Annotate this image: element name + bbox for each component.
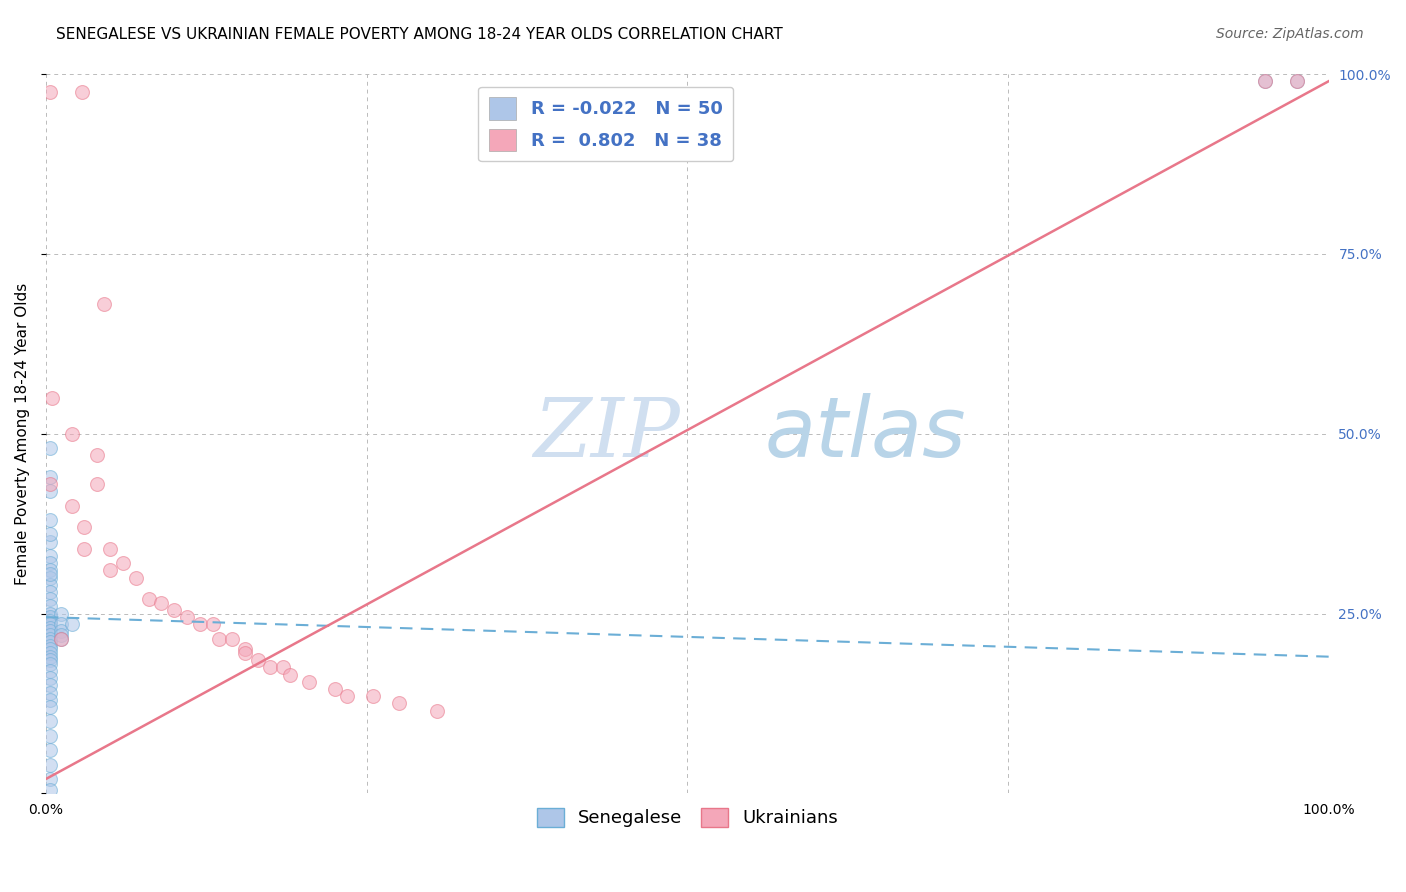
- Point: [60, 499, 83, 513]
- Point: [51, 624, 73, 639]
- Point: [93, 297, 115, 311]
- Point: [38, 632, 60, 646]
- Point: [188, 617, 211, 632]
- Point: [1285, 74, 1308, 88]
- Point: [38, 686, 60, 700]
- Point: [98, 563, 121, 577]
- Point: [73, 541, 96, 556]
- Point: [38, 628, 60, 642]
- Point: [336, 690, 359, 704]
- Point: [38, 678, 60, 692]
- Point: [38, 782, 60, 797]
- Point: [426, 704, 449, 718]
- Point: [38, 85, 60, 99]
- Text: ZIP: ZIP: [533, 393, 681, 474]
- Point: [38, 639, 60, 653]
- Y-axis label: Female Poverty Among 18-24 Year Olds: Female Poverty Among 18-24 Year Olds: [15, 283, 30, 585]
- Point: [38, 484, 60, 499]
- Point: [38, 635, 60, 649]
- Point: [125, 570, 148, 584]
- Point: [38, 585, 60, 599]
- Point: [38, 757, 60, 772]
- Point: [176, 610, 198, 624]
- Point: [38, 610, 60, 624]
- Point: [271, 660, 294, 674]
- Point: [51, 617, 73, 632]
- Point: [138, 592, 160, 607]
- Point: [38, 513, 60, 527]
- Point: [38, 607, 60, 621]
- Point: [38, 527, 60, 541]
- Point: [38, 566, 60, 581]
- Point: [98, 541, 121, 556]
- Point: [38, 729, 60, 743]
- Point: [38, 599, 60, 614]
- Point: [38, 700, 60, 714]
- Point: [38, 570, 60, 584]
- Text: atlas: atlas: [765, 393, 966, 475]
- Point: [38, 714, 60, 729]
- Point: [259, 660, 281, 674]
- Point: [38, 617, 60, 632]
- Point: [38, 653, 60, 667]
- Point: [70, 85, 93, 99]
- Point: [51, 632, 73, 646]
- Point: [38, 477, 60, 491]
- Point: [38, 578, 60, 592]
- Point: [1253, 74, 1275, 88]
- Point: [246, 653, 269, 667]
- Point: [278, 667, 301, 681]
- Point: [86, 448, 108, 462]
- Point: [208, 632, 231, 646]
- Point: [163, 603, 186, 617]
- Point: [1285, 74, 1308, 88]
- Point: [73, 520, 96, 534]
- Point: [38, 563, 60, 577]
- Text: SENEGALESE VS UKRAINIAN FEMALE POVERTY AMONG 18-24 YEAR OLDS CORRELATION CHART: SENEGALESE VS UKRAINIAN FEMALE POVERTY A…: [56, 27, 783, 42]
- Point: [51, 607, 73, 621]
- Point: [111, 556, 134, 570]
- Point: [38, 743, 60, 757]
- Point: [38, 621, 60, 635]
- Point: [323, 681, 346, 696]
- Point: [38, 671, 60, 685]
- Text: Source: ZipAtlas.com: Source: ZipAtlas.com: [1216, 27, 1364, 41]
- Point: [51, 628, 73, 642]
- Point: [51, 632, 73, 646]
- Point: [38, 556, 60, 570]
- Point: [150, 596, 173, 610]
- Point: [38, 772, 60, 786]
- Point: [388, 697, 411, 711]
- Point: [38, 614, 60, 628]
- Point: [233, 646, 256, 660]
- Point: [38, 624, 60, 639]
- Point: [1253, 74, 1275, 88]
- Legend: Senegalese, Ukrainians: Senegalese, Ukrainians: [530, 801, 845, 835]
- Point: [361, 690, 384, 704]
- Point: [86, 477, 108, 491]
- Point: [298, 674, 321, 689]
- Point: [38, 592, 60, 607]
- Point: [233, 642, 256, 657]
- Point: [38, 441, 60, 455]
- Point: [201, 617, 224, 632]
- Point: [38, 549, 60, 563]
- Point: [41, 391, 63, 405]
- Point: [38, 534, 60, 549]
- Point: [221, 632, 243, 646]
- Point: [38, 649, 60, 664]
- Point: [38, 470, 60, 484]
- Point: [38, 646, 60, 660]
- Point: [38, 642, 60, 657]
- Point: [38, 657, 60, 671]
- Point: [38, 693, 60, 707]
- Point: [60, 426, 83, 441]
- Point: [60, 617, 83, 632]
- Point: [38, 664, 60, 678]
